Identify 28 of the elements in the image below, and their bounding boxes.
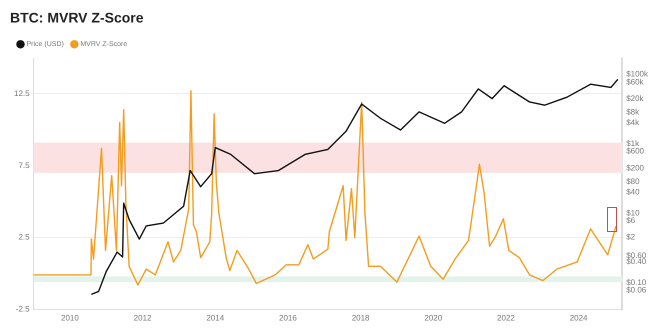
- x-tick-label: 2018: [352, 313, 370, 322]
- y-tick-label: 12.5: [14, 88, 30, 98]
- y2-tick-label: $6: [626, 216, 636, 226]
- chart-title: BTC: MVRV Z-Score: [10, 9, 144, 26]
- x-tick-label: 2024: [570, 313, 588, 322]
- y2-tick-label: $60k: [626, 77, 645, 86]
- y2-tick-label: $0.10: [626, 278, 647, 287]
- y2-tick-label: $10: [626, 208, 640, 218]
- y2-tick-label: $80: [626, 177, 640, 186]
- x-tick-label: 2020: [424, 313, 443, 322]
- y2-tick-label: $2: [626, 232, 636, 242]
- y2-tick-label: $4k: [626, 118, 640, 128]
- x-tick-label: 2010: [61, 313, 80, 322]
- y2-tick-label: $8k: [626, 108, 640, 117]
- y2-tick-label: $20k: [626, 94, 645, 103]
- y2-tick-label: $1k: [626, 139, 640, 148]
- y-tick-label: 2.5: [18, 232, 30, 242]
- y2-tick-label: $600: [626, 146, 645, 156]
- x-tick-label: 2012: [134, 313, 152, 322]
- x-tick-label: 2022: [497, 313, 516, 322]
- y2-tick-label: $200: [626, 163, 645, 172]
- x-tick-label: 2016: [279, 313, 298, 322]
- y2-tick-label: $0.06: [626, 286, 647, 295]
- y2-tick-label: $40: [626, 188, 640, 197]
- x-tick-label: 2014: [206, 313, 225, 322]
- y2-tick-label: $100k: [626, 70, 649, 79]
- y-tick-label: -2.5: [16, 304, 30, 314]
- y-tick-label: 7.5: [18, 160, 30, 170]
